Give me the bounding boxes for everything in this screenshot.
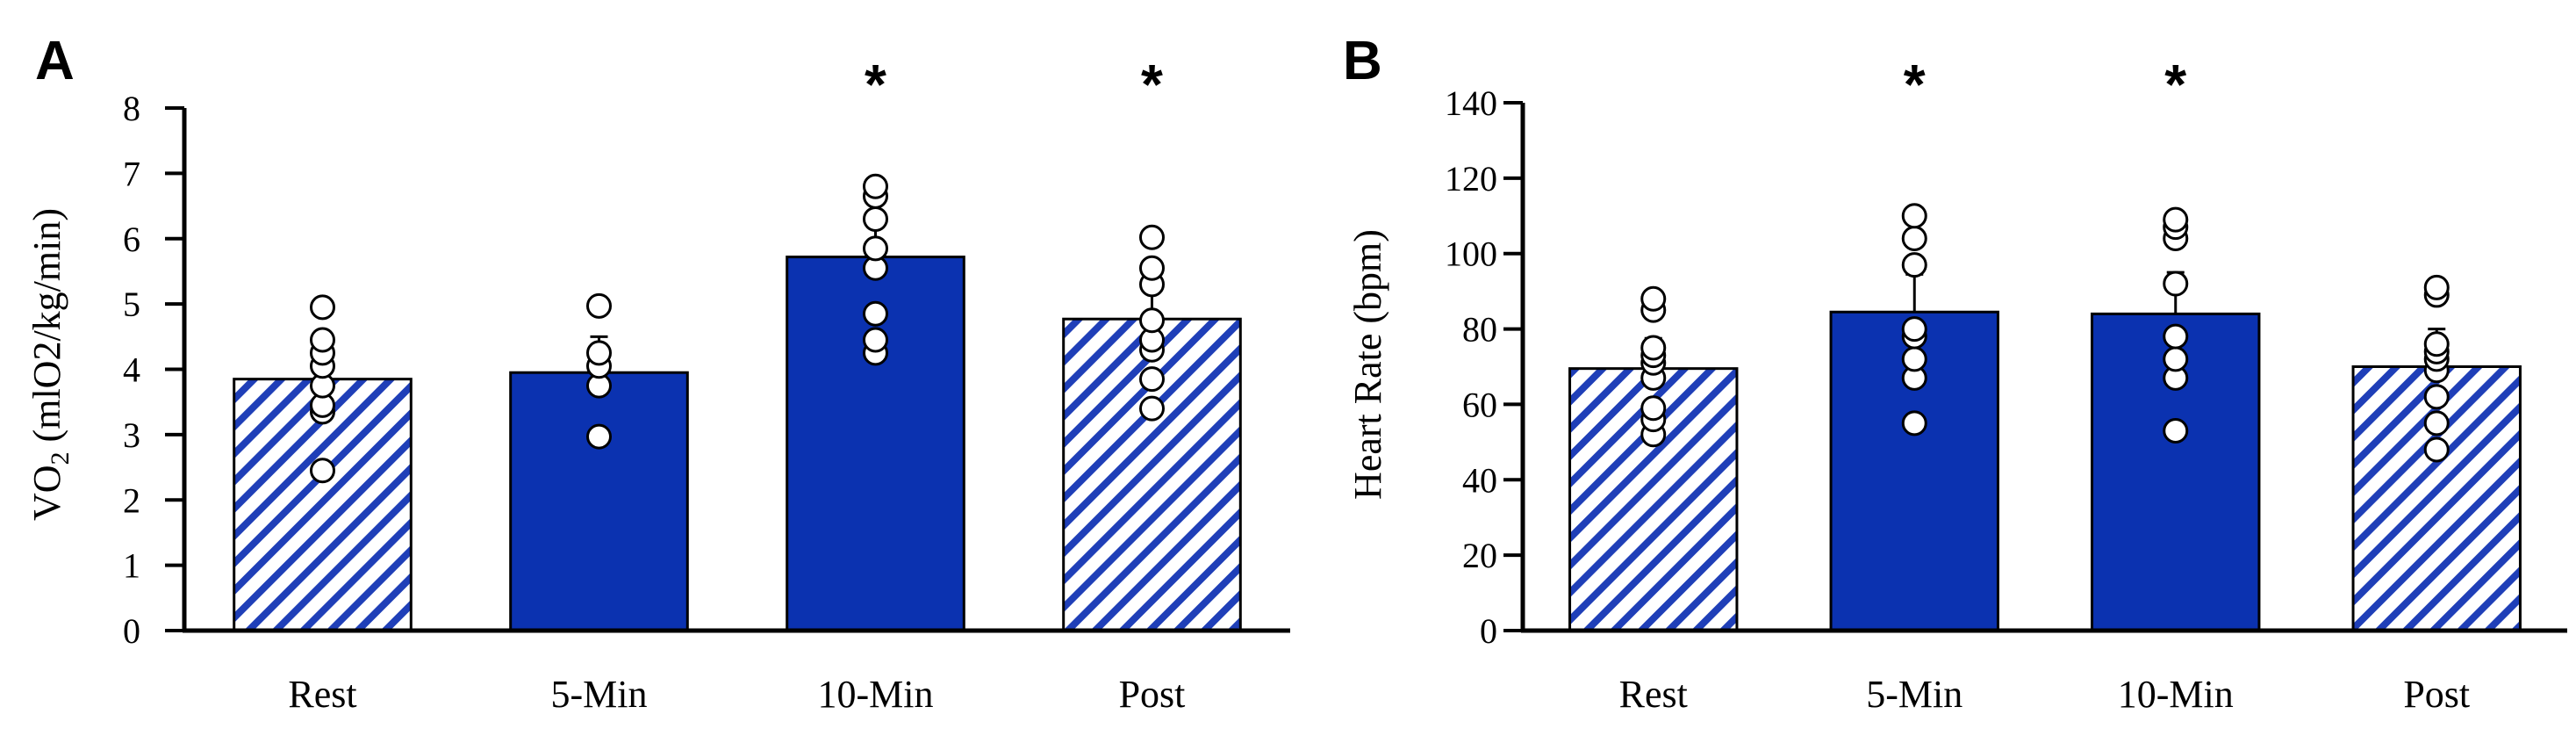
panel-a-data-point: [863, 327, 888, 353]
panel-b-y-tick-label: 120: [1445, 159, 1497, 198]
panel-a-y-tick-label: 8: [123, 89, 140, 128]
panel-a-data-point: [586, 292, 612, 319]
panel-b-y-tick-label: 80: [1462, 310, 1497, 350]
panel-b-y-tick-label: 100: [1445, 234, 1497, 274]
panel-b-significance-marker: *: [1904, 53, 1926, 116]
panel-b-data-point: [1901, 203, 1927, 229]
panel-a-y-tick-label: 1: [123, 546, 140, 586]
panel-a-data-point: [586, 340, 612, 366]
panel-a-y-tick-label: 0: [123, 611, 140, 651]
panel-a-y-tick-label: 6: [123, 220, 140, 259]
panel-b-label: B: [1343, 31, 1382, 91]
panel-a-bar-5-min: [509, 371, 689, 632]
panel-a-y-axis-title: VO2 (mlO2/kg/min): [25, 208, 75, 521]
panel-a-significance-marker: *: [1141, 53, 1163, 116]
panel-b-data-point: [2423, 331, 2450, 357]
panel-a-data-point: [863, 173, 888, 199]
panel-b-category-label: Post: [2403, 673, 2470, 716]
panel-b-data-point: [2423, 384, 2450, 410]
panel-a-y-tick-label: 5: [123, 285, 140, 324]
panel-b-data-point: [2423, 410, 2450, 436]
panel-b-data-point: [2423, 436, 2450, 463]
panel-a-bar-post: [1062, 317, 1242, 632]
panel-b-data-point: [2163, 346, 2189, 372]
panel-a-data-point: [586, 423, 612, 450]
panel-a: A VO2 (mlO2/kg/min) 0 1 2 3 4 5 6 7 8 Rest 5-Min * 1…: [25, 31, 1290, 716]
panel-b-data-point: [1640, 285, 1667, 312]
panel-a-y-tick-label: 3: [123, 415, 140, 455]
panel-b-y-tick-label: 20: [1462, 536, 1497, 575]
panel-a-category-label: Rest: [288, 673, 356, 716]
panel-b-data-point: [2163, 323, 2189, 350]
panel-a-data-point: [310, 294, 335, 321]
panel-b-data-point: [1901, 410, 1927, 436]
panel-a-data-point: [1139, 395, 1165, 422]
panel-a-data-point: [863, 235, 888, 262]
panel-a-data-point: [310, 327, 335, 353]
panel-b-category-label: Rest: [1619, 673, 1688, 716]
panel-b-data-point: [2163, 271, 2189, 297]
panel-b: B Heart Rate (bpm) 0 20 40 60 80 100 120 140 Res…: [1343, 31, 2567, 716]
panel-b-data-point: [2163, 206, 2189, 233]
panel-a-data-point: [1139, 255, 1165, 281]
panel-b-data-point: [1901, 316, 1927, 343]
panel-a-data-point: [1139, 224, 1165, 250]
panel-b-y-tick-label: 140: [1445, 83, 1497, 123]
panel-a-significance-marker: *: [865, 53, 886, 116]
panel-a-label: A: [35, 31, 75, 91]
panel-b-category-label: 5-Min: [1866, 673, 1962, 716]
panel-b-data-point: [2423, 274, 2450, 300]
panel-a-category-label: Post: [1119, 673, 1186, 716]
panel-a-y-tick-label: 7: [123, 154, 140, 193]
panel-b-y-axis-title: Heart Rate (bpm): [1346, 229, 1389, 500]
panel-b-data-point: [2163, 417, 2189, 444]
panel-a-data-point: [863, 206, 888, 232]
panel-b-data-point: [1901, 226, 1927, 252]
panel-b-y-tick-label: 0: [1480, 611, 1497, 651]
panel-a-category-label: 5-Min: [551, 673, 648, 716]
panel-a-y-tick-label: 2: [123, 480, 140, 520]
panel-b-data-point: [1901, 252, 1927, 278]
panel-b-y-tick-label: 40: [1462, 460, 1497, 500]
panel-b-data-point: [1640, 335, 1667, 361]
panel-b-data-point: [1640, 395, 1667, 422]
panel-a-data-point: [1139, 307, 1165, 334]
panel-a-category-label: 10-Min: [818, 673, 934, 716]
panel-b-y-tick-label: 60: [1462, 385, 1497, 424]
panel-b-significance-marker: *: [2164, 53, 2186, 116]
panel-b-data-point: [1901, 346, 1927, 372]
panel-a-y-tick-label: 4: [123, 350, 140, 390]
panel-a-data-point: [1139, 366, 1165, 393]
panel-a-data-point: [310, 458, 335, 484]
panel-b-category-label: 10-Min: [2118, 673, 2234, 716]
panel-a-data-point: [863, 300, 888, 327]
